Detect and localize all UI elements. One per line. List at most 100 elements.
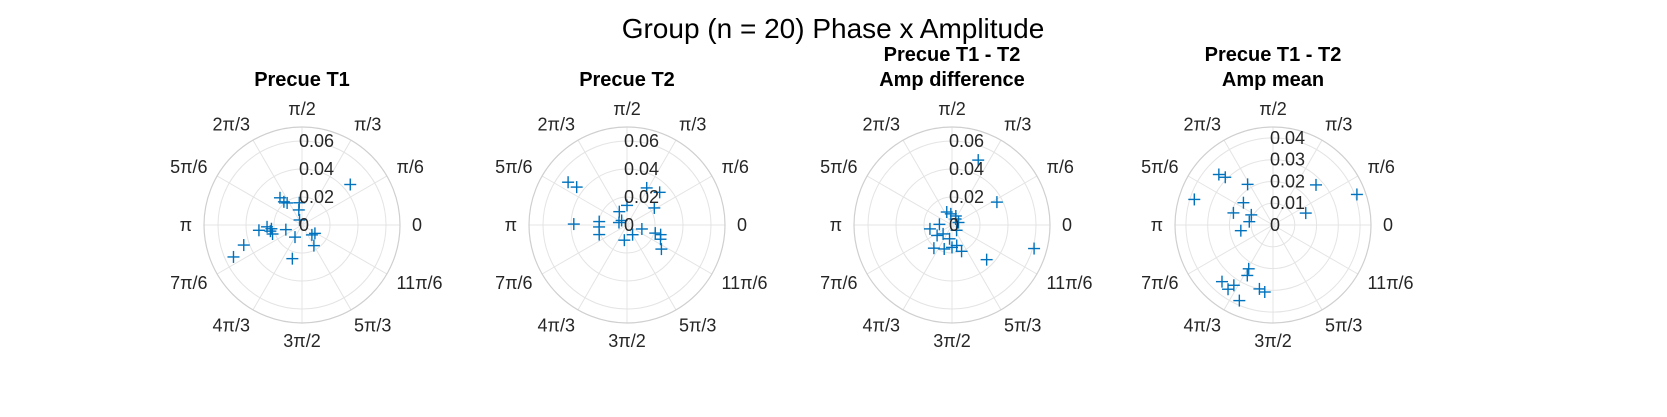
theta-tick-label: 5π/6 — [495, 157, 532, 177]
data-point-marker — [931, 229, 944, 242]
grid-spoke — [626, 224, 713, 275]
grid-spoke — [902, 139, 953, 226]
data-point-marker — [933, 218, 946, 231]
data-point-marker — [1241, 178, 1254, 191]
theta-tick-label: π — [830, 215, 842, 235]
data-point-marker — [286, 252, 299, 265]
theta-tick-label: π/3 — [679, 115, 706, 135]
theta-tick-label: 0 — [1062, 215, 1072, 235]
theta-tick-label: 5π/3 — [1325, 315, 1362, 335]
theta-tick-label: π/3 — [1004, 115, 1031, 135]
theta-tick-label: 5π/6 — [1141, 157, 1178, 177]
data-point-marker — [307, 239, 320, 252]
grid-spoke — [216, 175, 303, 226]
data-point-marker — [612, 216, 625, 229]
data-point-marker — [289, 231, 301, 244]
r-tick-label: 0.03 — [1270, 150, 1305, 170]
grid-spoke — [626, 224, 677, 311]
outer-circle — [203, 126, 401, 324]
panel-title-line: Amp difference — [879, 69, 1025, 91]
data-point-marker — [640, 181, 653, 194]
data-point-marker — [264, 225, 277, 238]
r-tick-label: 0 — [949, 215, 959, 235]
data-point-marker — [615, 214, 628, 227]
r-tick-label: 0.04 — [1270, 128, 1305, 148]
grid-spoke — [951, 224, 1002, 311]
theta-tick-label: 0 — [737, 215, 747, 235]
theta-tick-label: 5π/6 — [820, 157, 857, 177]
theta-tick-label: 0 — [412, 215, 422, 235]
theta-tick-label: π/2 — [288, 99, 315, 119]
data-point-marker — [305, 228, 318, 241]
data-point-marker — [1245, 208, 1258, 221]
theta-tick-label: π/2 — [613, 99, 640, 119]
r-tick-label: 0.04 — [624, 159, 659, 179]
data-point-marker — [937, 227, 950, 240]
data-point-marker — [946, 241, 958, 254]
theta-tick-label: 3π/2 — [933, 331, 970, 351]
grid-spoke — [541, 224, 628, 275]
data-point-marker — [1227, 206, 1240, 219]
data-point-marker — [649, 227, 662, 240]
data-point-marker — [653, 186, 666, 199]
data-points — [1188, 168, 1363, 307]
data-point-marker — [265, 222, 278, 235]
data-points — [923, 154, 1041, 266]
outer-circle — [853, 126, 1051, 324]
data-point-marker — [635, 222, 648, 235]
data-point-marker — [938, 242, 951, 255]
theta-tick-label: 7π/6 — [820, 273, 857, 293]
data-point-marker — [593, 215, 606, 228]
theta-tick-label: 11π/6 — [396, 273, 442, 293]
polar-grid — [528, 126, 726, 324]
data-point-marker — [952, 216, 965, 229]
data-point-marker — [1350, 188, 1363, 201]
data-point-marker — [1212, 168, 1225, 181]
grid-spoke — [866, 175, 953, 226]
theta-tick-label: 5π/3 — [1004, 315, 1041, 335]
data-point-marker — [1258, 286, 1271, 299]
grid-spoke — [1272, 175, 1359, 226]
grid-spoke — [1223, 139, 1274, 226]
panel-title-line: Precue T2 — [579, 69, 675, 91]
data-point-marker — [1310, 178, 1323, 191]
data-point-marker — [1234, 224, 1247, 237]
data-point-marker — [613, 205, 626, 218]
data-point-marker — [1241, 269, 1254, 282]
data-point-marker — [562, 176, 575, 189]
theta-tick-label: 5π/3 — [354, 315, 391, 335]
data-point-marker — [237, 239, 250, 252]
theta-tick-label: 3π/2 — [1254, 331, 1291, 351]
r-tick-label: 0.06 — [299, 131, 334, 151]
theta-tick-label: π/3 — [1325, 115, 1352, 135]
theta-tick-label: π — [505, 215, 517, 235]
theta-tick-label: π — [1151, 215, 1163, 235]
grid-spoke — [1187, 224, 1274, 275]
r-tick-label: 0 — [624, 215, 634, 235]
data-point-marker — [944, 207, 957, 220]
grid-spoke — [866, 224, 953, 275]
data-point-marker — [567, 218, 580, 231]
data-point-marker — [279, 223, 292, 236]
data-point-marker — [1233, 294, 1246, 307]
data-point-marker — [923, 222, 936, 235]
outer-circle — [1174, 126, 1372, 324]
data-point-marker — [308, 227, 321, 240]
data-point-marker — [1242, 262, 1255, 275]
theta-tick-label: 4π/3 — [213, 315, 250, 335]
theta-tick-label: 7π/6 — [1141, 273, 1178, 293]
data-point-marker — [950, 239, 963, 252]
theta-tick-label: 2π/3 — [213, 115, 250, 135]
data-point-marker — [1253, 282, 1266, 295]
r-tick-label: 0.04 — [949, 159, 984, 179]
data-points — [227, 178, 357, 265]
data-point-marker — [570, 181, 583, 194]
grid-spoke — [1272, 139, 1323, 226]
theta-tick-label: 5π/6 — [170, 157, 207, 177]
data-point-marker — [1243, 215, 1256, 228]
panel-title-line: Precue T1 - T2 — [884, 44, 1021, 66]
grid-spoke — [301, 224, 352, 311]
data-point-marker — [621, 199, 633, 212]
r-tick-label: 0.02 — [624, 187, 659, 207]
